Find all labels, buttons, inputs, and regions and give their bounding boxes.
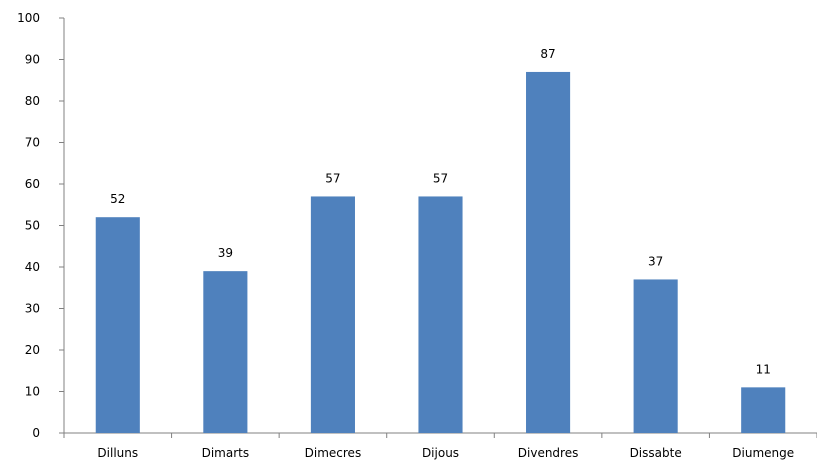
x-axis: Dilluns Dimarts Dimecres Dijous Divendres Dis… [63,432,817,460]
bar-dissabte [633,279,678,433]
bar-dimecres [310,196,355,433]
y-axis: 0 10 20 30 40 50 60 70 80 90 100 [17,11,65,440]
x-tick-label: Dimecres [305,446,362,460]
y-tick-label: 40 [25,260,40,274]
y-tick-label: 0 [32,426,40,440]
y-tick-label: 100 [17,11,40,25]
x-tick-label: Dijous [422,446,459,460]
y-tick-label: 10 [25,385,40,399]
data-labels: 52 39 57 57 87 37 11 [110,47,771,376]
y-tick-label: 30 [25,302,40,316]
data-label: 39 [218,246,233,260]
data-label: 52 [110,192,125,206]
y-tick-label: 70 [25,136,40,150]
bar-divendres [526,71,571,433]
y-tick-label: 80 [25,94,40,108]
y-tick-label: 60 [25,177,40,191]
x-tick-label: Dilluns [97,446,138,460]
data-label: 37 [648,254,663,268]
bar-dilluns [95,217,140,433]
bar-diumenge [741,387,786,433]
y-tick-label: 50 [25,219,40,233]
data-label: 87 [540,47,555,61]
y-tick-label: 20 [25,343,40,357]
x-tick-label: Dissabte [630,446,682,460]
bar-dimarts [203,271,248,433]
data-label: 11 [756,362,771,376]
x-tick-label: Dimarts [202,446,250,460]
data-label: 57 [325,171,340,185]
bars [95,71,786,433]
y-tick-label: 90 [25,53,40,67]
x-tick-label: Divendres [518,446,579,460]
data-label: 57 [433,171,448,185]
x-tick-label: Diumenge [732,446,794,460]
bar-dijous [418,196,463,433]
